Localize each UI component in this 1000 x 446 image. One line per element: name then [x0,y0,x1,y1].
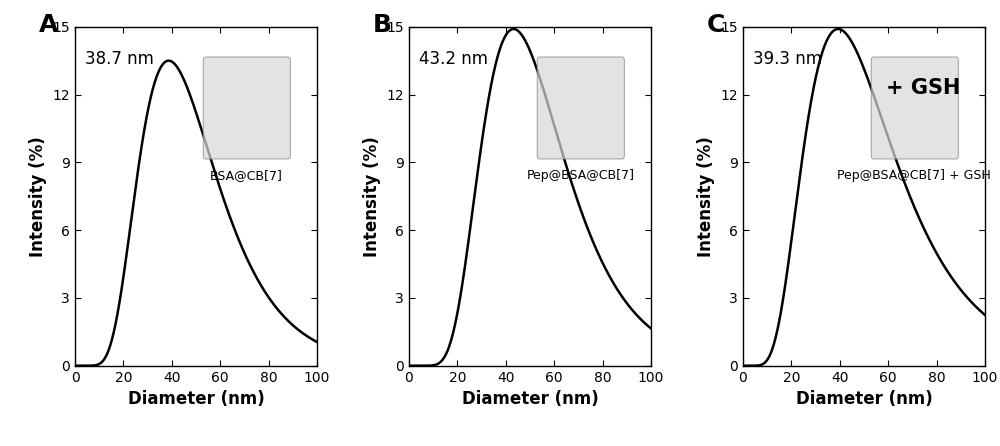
Text: B: B [373,13,392,37]
FancyBboxPatch shape [537,57,624,159]
Text: + GSH: + GSH [886,78,961,98]
Text: 38.7 nm: 38.7 nm [85,50,154,69]
Text: 39.3 nm: 39.3 nm [753,50,822,69]
X-axis label: Diameter (nm): Diameter (nm) [462,390,598,408]
FancyBboxPatch shape [203,57,290,159]
Text: Pep@BSA@CB[7] + GSH: Pep@BSA@CB[7] + GSH [837,169,991,182]
Text: Pep@BSA@CB[7]: Pep@BSA@CB[7] [526,169,634,182]
Y-axis label: Intensity (%): Intensity (%) [697,136,715,256]
Text: 43.2 nm: 43.2 nm [419,50,488,69]
Y-axis label: Intensity (%): Intensity (%) [363,136,381,256]
Text: A: A [39,13,58,37]
FancyBboxPatch shape [871,57,958,159]
Text: BSA@CB[7]: BSA@CB[7] [210,169,283,182]
Y-axis label: Intensity (%): Intensity (%) [29,136,47,256]
X-axis label: Diameter (nm): Diameter (nm) [128,390,264,408]
X-axis label: Diameter (nm): Diameter (nm) [796,390,932,408]
Text: C: C [707,13,725,37]
